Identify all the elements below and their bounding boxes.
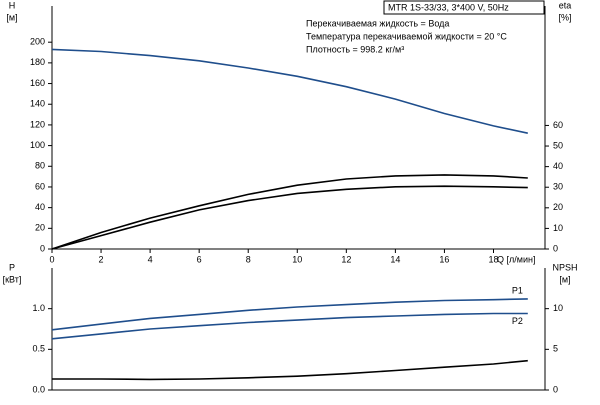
series-label: P1 [512,285,523,295]
x-axis-label: Q [л/мин] [497,254,535,264]
y-tick-label: 160 [30,78,45,88]
annotation: Температура перекачиваемой жидкости = 20… [306,31,507,41]
y-tick-label: 0.0 [32,384,45,394]
y2-tick-label: 0 [553,384,558,394]
y-axis-label: H [9,0,16,10]
y2-tick-label: 50 [553,140,563,150]
x-tick-label: 8 [246,254,251,264]
annotation-title: MTR 1S-33/33, 3*400 V, 50Hz [388,2,509,12]
y-tick-label: 140 [30,99,45,109]
y2-tick-label: 10 [553,303,563,313]
data-line [51,312,528,340]
y2-axis-label: [м] [559,274,570,284]
series-label: P2 [512,316,523,326]
y2-axis-label: [%] [558,12,571,22]
y-tick-label: 180 [30,57,45,67]
x-tick-label: 12 [341,254,351,264]
y-tick-label: 100 [30,140,45,150]
y-axis-label: P [9,262,15,272]
y-tick-label: 1.0 [32,303,45,313]
y2-tick-label: 40 [553,161,563,171]
x-tick-label: 16 [439,254,449,264]
y-tick-label: 60 [35,181,45,191]
x-tick-label: 18 [488,254,498,264]
y-tick-label: 200 [30,37,45,47]
y-tick-label: 0 [40,243,45,253]
data-line [51,48,528,134]
y-tick-label: 120 [30,119,45,129]
x-tick-label: 6 [197,254,202,264]
y2-tick-label: 30 [553,182,563,192]
y2-tick-label: 20 [553,202,563,212]
y-tick-label: 0.5 [32,344,45,354]
x-tick-label: 2 [99,254,104,264]
y2-tick-label: 0 [553,243,558,253]
data-line [52,359,528,381]
y-axis-label: [м] [6,12,17,22]
x-tick-label: 4 [148,254,153,264]
x-tick-label: 14 [390,254,400,264]
annotation: Перекачиваемая жидкость = Вода [306,18,449,28]
data-line [51,298,528,331]
x-tick-label: 0 [49,254,54,264]
y2-axis-label: eta [559,0,572,10]
y2-tick-label: 10 [553,223,563,233]
y-tick-label: 80 [35,161,45,171]
x-tick-label: 10 [292,254,302,264]
annotation-box [383,0,545,15]
y2-tick-label: 5 [553,344,558,354]
y2-tick-label: 60 [553,120,563,130]
y2-axis-label: NPSH [552,262,577,272]
data-line [51,185,528,250]
annotation: Плотность = 998.2 кг/м³ [306,44,404,54]
y-tick-label: 20 [35,223,45,233]
y-tick-label: 40 [35,202,45,212]
data-line [51,174,528,250]
y-axis-label: [кВт] [3,274,22,284]
